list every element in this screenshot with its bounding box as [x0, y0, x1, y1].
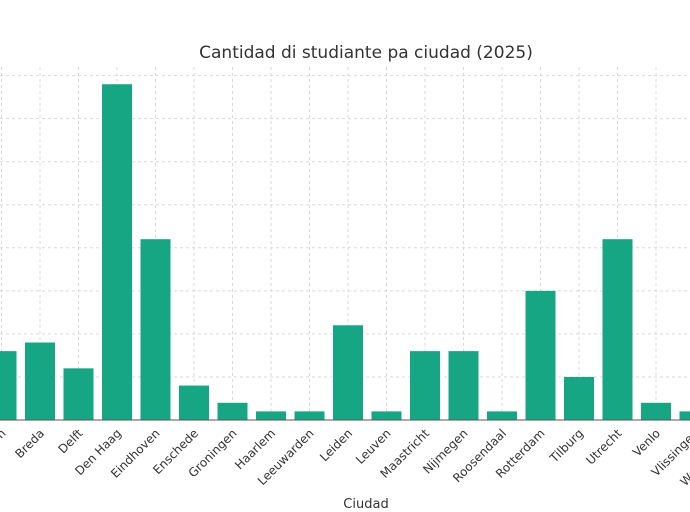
bar-vlissingen — [679, 411, 690, 420]
bar-venlo — [641, 402, 671, 420]
bar-breda — [25, 342, 55, 420]
x-axis-label: Ciudad — [343, 497, 388, 512]
bar-maastricht — [410, 351, 440, 420]
bar-leuven — [371, 411, 402, 420]
bar-leiden — [333, 325, 363, 420]
bar-roosendaal — [487, 411, 517, 420]
bar-haarlem — [256, 411, 286, 420]
x-tick-label: Venlo — [630, 426, 663, 459]
bar-rotterdam — [525, 290, 556, 420]
x-tick-label: Utrecht — [583, 426, 625, 468]
bar-tilburg — [564, 376, 594, 420]
bar-amsterdam — [0, 351, 17, 420]
x-tick-label: Amsterdam — [0, 426, 9, 485]
bar-groningen — [217, 402, 248, 420]
bar-leeuwarden — [294, 411, 325, 420]
bar-eindhoven — [140, 239, 171, 420]
x-tick-label: Breda — [12, 426, 47, 461]
bar-nijmegen — [448, 351, 479, 420]
bar-enschede — [179, 385, 209, 420]
bars — [0, 84, 690, 420]
x-tick-label: Delft — [55, 426, 85, 456]
chart-title: Cantidad di studiante pa ciudad (2025) — [199, 43, 533, 63]
bar-den-haag — [102, 84, 132, 420]
bar-utrecht — [602, 239, 633, 420]
x-tick-label: Leiden — [317, 426, 355, 464]
bar-delft — [63, 368, 94, 420]
x-tick-label: Tilburg — [546, 426, 586, 466]
